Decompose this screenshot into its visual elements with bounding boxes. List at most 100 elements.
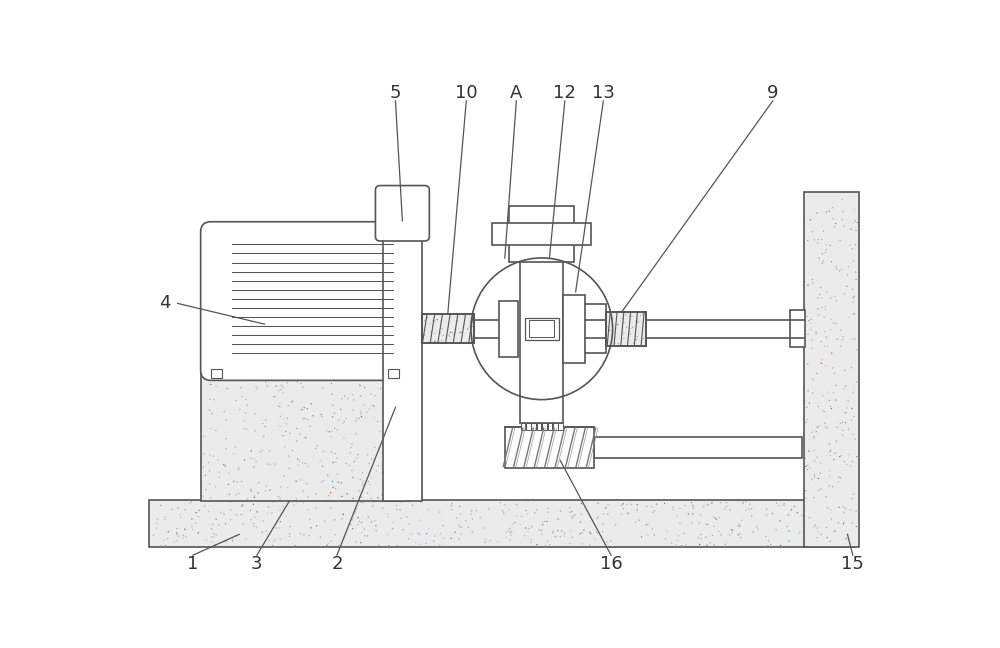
- Point: [363, 472, 379, 483]
- Point: [208, 425, 224, 435]
- Point: [258, 481, 274, 491]
- Bar: [558, 422, 563, 430]
- Point: [463, 505, 479, 515]
- Point: [235, 500, 251, 510]
- Point: [258, 415, 274, 425]
- Point: [380, 509, 396, 519]
- Point: [254, 445, 270, 456]
- Point: [823, 446, 839, 456]
- Point: [259, 509, 275, 519]
- Point: [295, 373, 311, 384]
- Point: [835, 332, 851, 342]
- Point: [211, 520, 227, 530]
- Point: [368, 466, 384, 476]
- Point: [440, 325, 456, 335]
- Point: [724, 527, 740, 538]
- Point: [817, 418, 833, 428]
- Point: [460, 324, 476, 334]
- Point: [665, 502, 681, 513]
- Point: [819, 515, 835, 525]
- Point: [520, 526, 536, 537]
- Point: [468, 505, 484, 516]
- Point: [657, 498, 673, 509]
- Point: [404, 500, 420, 511]
- Point: [451, 534, 467, 544]
- Point: [234, 501, 250, 511]
- Point: [820, 387, 836, 397]
- Point: [171, 531, 187, 541]
- Point: [348, 428, 364, 439]
- Bar: [211, 369, 222, 378]
- Point: [243, 484, 259, 494]
- Point: [848, 274, 864, 284]
- Point: [781, 536, 797, 546]
- Point: [317, 516, 333, 526]
- Point: [204, 531, 220, 542]
- Point: [177, 524, 193, 535]
- Point: [204, 408, 220, 419]
- Point: [814, 354, 830, 365]
- Point: [813, 336, 829, 347]
- Point: [386, 439, 402, 449]
- Point: [249, 371, 265, 381]
- Point: [383, 460, 399, 470]
- Point: [464, 506, 480, 516]
- Point: [799, 402, 815, 413]
- Point: [613, 500, 629, 511]
- Point: [823, 401, 839, 411]
- Point: [810, 421, 826, 432]
- Point: [841, 424, 857, 434]
- Point: [704, 530, 720, 540]
- Bar: [525, 318, 559, 340]
- Point: [825, 203, 841, 213]
- Point: [377, 407, 393, 417]
- Point: [173, 512, 189, 522]
- Point: [477, 537, 493, 547]
- Point: [344, 439, 360, 449]
- Point: [832, 418, 848, 428]
- Point: [818, 422, 834, 432]
- Point: [361, 458, 377, 469]
- Point: [550, 514, 566, 524]
- Point: [223, 505, 239, 515]
- Point: [205, 451, 221, 461]
- Point: [520, 496, 536, 507]
- Point: [836, 517, 852, 527]
- Point: [573, 509, 589, 519]
- Point: [759, 504, 775, 515]
- Point: [201, 466, 217, 476]
- Point: [809, 523, 825, 533]
- Point: [503, 530, 519, 540]
- Point: [443, 500, 459, 511]
- Point: [323, 524, 339, 535]
- Point: [383, 496, 399, 507]
- Point: [808, 426, 824, 437]
- Bar: [606, 312, 646, 346]
- Point: [333, 478, 349, 488]
- Point: [257, 485, 273, 496]
- Point: [211, 467, 227, 478]
- Point: [364, 400, 380, 410]
- Point: [349, 413, 365, 423]
- Point: [401, 519, 417, 529]
- Point: [844, 456, 860, 467]
- Point: [354, 527, 370, 538]
- Point: [390, 448, 406, 458]
- Point: [799, 465, 815, 475]
- Point: [832, 472, 848, 483]
- Point: [822, 465, 838, 476]
- Point: [399, 512, 415, 522]
- Point: [520, 509, 536, 519]
- Point: [545, 526, 561, 537]
- Point: [792, 527, 808, 538]
- Point: [801, 398, 817, 408]
- Point: [345, 515, 361, 525]
- Point: [209, 539, 225, 550]
- Point: [786, 501, 802, 511]
- Point: [385, 456, 401, 466]
- Point: [845, 284, 861, 295]
- Point: [328, 457, 344, 467]
- Point: [799, 505, 815, 516]
- Point: [216, 406, 232, 417]
- Bar: [422, 314, 474, 343]
